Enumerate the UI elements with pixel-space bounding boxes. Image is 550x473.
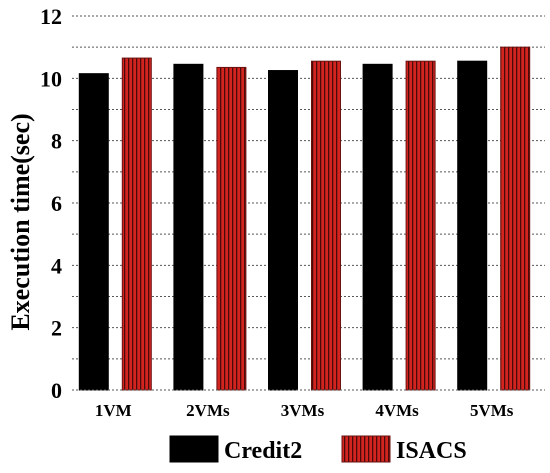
bar-isacs-4vms xyxy=(405,60,436,391)
x-tick-label: 5VMs xyxy=(470,401,514,420)
bar-isacs-1vm xyxy=(121,57,152,391)
y-tick-label: 6 xyxy=(51,191,62,216)
bar-credit2-1vm xyxy=(78,73,109,391)
y-tick-label: 0 xyxy=(51,378,62,403)
bar-isacs-2vms xyxy=(216,66,247,391)
bars xyxy=(78,46,531,391)
legend: Credit2 ISACS xyxy=(169,435,467,464)
y-axis-label: Execution time(sec) xyxy=(6,113,35,330)
y-tick-label: 2 xyxy=(51,316,62,341)
y-tick-label: 12 xyxy=(40,4,62,29)
legend-swatch-isacs xyxy=(341,435,391,463)
y-tick-label: 4 xyxy=(51,253,62,278)
y-tick-label: 10 xyxy=(40,66,62,91)
bar-isacs-5vms xyxy=(500,46,531,391)
legend-label: Credit2 xyxy=(224,438,302,464)
legend-label: ISACS xyxy=(396,438,467,464)
bar-isacs-3vms xyxy=(311,60,341,391)
legend-swatch-credit2 xyxy=(169,435,219,463)
bar-credit2-5vms xyxy=(457,60,488,391)
x-tick-label: 4VMs xyxy=(375,401,419,420)
y-tick-labels: 0 2 4 6 8 10 12 xyxy=(40,4,62,403)
bar-credit2-3vms xyxy=(268,70,298,391)
bar-credit2-2vms xyxy=(173,63,204,391)
x-tick-label: 3VMs xyxy=(281,401,325,420)
x-tick-labels: 1VM 2VMs 3VMs 4VMs 5VMs xyxy=(95,401,514,420)
grid-lines xyxy=(72,15,545,360)
x-tick-label: 1VM xyxy=(95,401,132,420)
y-tick-label: 8 xyxy=(51,129,62,154)
x-tick-label: 2VMs xyxy=(186,401,230,420)
bar-credit2-4vms xyxy=(362,63,393,391)
